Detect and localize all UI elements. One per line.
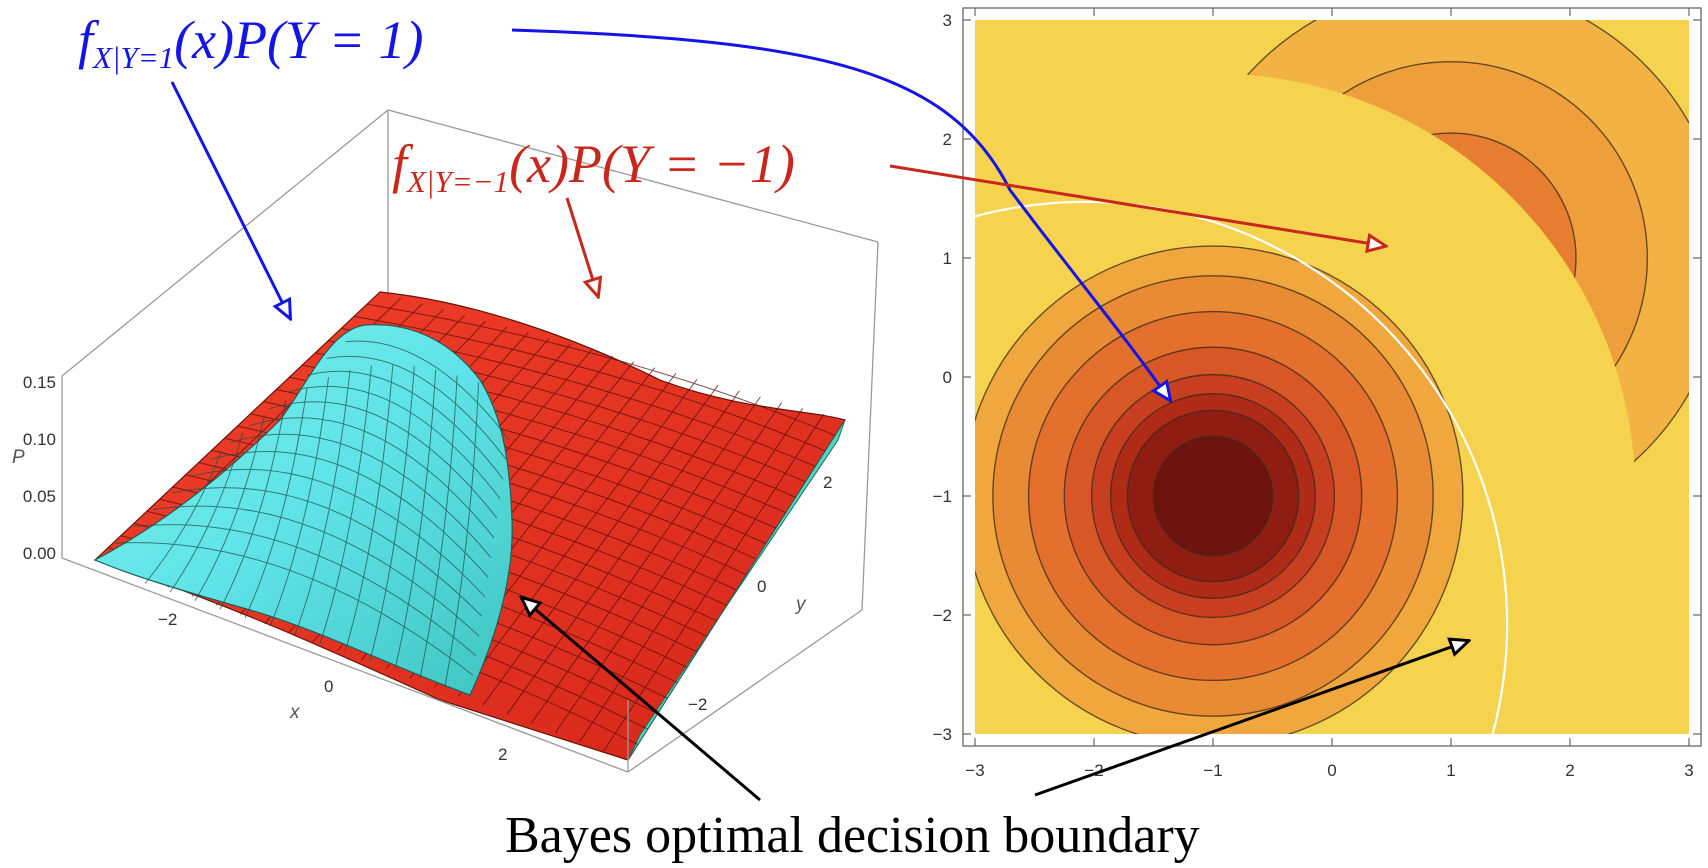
cyan-surface — [93, 324, 513, 696]
p-tick-label: 0.00 — [23, 544, 56, 563]
mesh-line — [345, 340, 510, 440]
mesh-line — [444, 382, 480, 687]
black-arrow-to-surface — [522, 598, 761, 802]
y-tick-label: 0 — [943, 368, 952, 387]
box-frame-back — [61, 109, 879, 611]
cyan-surface-mesh — [114, 340, 510, 687]
x-tick-label: 0 — [1327, 761, 1336, 780]
p-axis: 0.15 0.10 0.05 0.00 P — [12, 373, 56, 563]
mesh-line — [210, 451, 489, 578]
y-tick-label: −2 — [933, 606, 952, 625]
mesh-line — [366, 303, 836, 436]
y-tick-label: 0 — [757, 577, 766, 596]
y-axis-label: y — [794, 594, 807, 615]
y-tick-label: −2 — [688, 695, 707, 714]
red-density-label: fX|Y=−1(x)P(Y = −1) — [392, 134, 795, 199]
mesh-line — [579, 408, 804, 743]
y-tick-label: −1 — [933, 487, 952, 506]
red-arrow-to-surface — [565, 197, 598, 296]
mesh-line — [169, 432, 244, 593]
mesh-line — [191, 468, 486, 598]
y-tick-label: 1 — [943, 249, 952, 268]
p-axis-label: P — [12, 447, 25, 468]
mesh-line — [249, 417, 495, 539]
decision-boundary-caption: Bayes optimal decision boundary — [505, 807, 1200, 864]
class-minus-contours — [975, 245, 1464, 734]
x-tick-label: −1 — [1203, 761, 1222, 780]
mesh-line — [354, 315, 826, 452]
blue-arrow-to-contour — [511, 28, 1170, 400]
mesh-line — [194, 415, 265, 601]
contour-ring-negative — [1152, 435, 1274, 557]
y-axis-3d: 2 0 −2 y — [688, 473, 832, 714]
red-arrow-to-contour — [889, 164, 1385, 246]
mesh-line — [307, 370, 504, 480]
y-tick-label: −3 — [933, 725, 952, 744]
mesh-line — [394, 369, 437, 670]
mesh-line — [133, 524, 477, 657]
mesh-line — [219, 400, 287, 610]
x-tick-label: 1 — [1446, 761, 1455, 780]
annotations — [170, 28, 1468, 802]
x-axis-3d: −2 0 2 x — [158, 610, 507, 764]
p-tick-label: 0.10 — [23, 430, 56, 449]
blue-density-label: fX|Y=1(x)P(Y = 1) — [78, 10, 424, 75]
mesh-line — [369, 365, 415, 661]
y-tick-label: 2 — [943, 130, 952, 149]
x-axis-label: x — [289, 702, 301, 723]
x-tick-label: −2 — [158, 610, 177, 629]
mesh-line — [344, 364, 394, 653]
y-tick-label: 3 — [943, 11, 952, 30]
mesh-line — [229, 433, 492, 558]
p-tick-label: 0.05 — [23, 487, 56, 506]
blue-arrow-to-surface — [170, 81, 290, 318]
mesh-line — [458, 378, 698, 697]
mesh-line — [287, 385, 501, 499]
x-tick-label: 3 — [1684, 761, 1693, 780]
x-tick-label: 0 — [324, 677, 333, 696]
x-tick-label: 2 — [1565, 761, 1574, 780]
mesh-line — [268, 401, 498, 519]
mesh-line — [554, 402, 783, 734]
mesh-line — [244, 387, 308, 619]
black-arrow-to-contour — [1034, 641, 1468, 797]
mesh-line — [114, 542, 474, 676]
x-tick-label: −3 — [965, 761, 984, 780]
mesh-line — [603, 413, 825, 752]
mesh-line — [506, 390, 740, 715]
mesh-line — [530, 396, 761, 724]
mesh-line — [144, 450, 222, 584]
mesh-line — [319, 365, 372, 644]
y-tick-label: 2 — [823, 473, 832, 492]
surface-3d-plot: 0.15 0.10 0.05 0.00 P −2 0 2 x 2 0 −2 y — [12, 109, 879, 773]
mesh-line — [269, 377, 330, 627]
mesh-line — [419, 375, 458, 678]
x-tick-label: 2 — [498, 745, 507, 764]
box-frame-front — [61, 557, 863, 773]
mesh-line — [326, 355, 507, 460]
mesh-line — [294, 369, 351, 636]
p-tick-label: 0.15 — [23, 373, 56, 392]
mesh-line — [482, 384, 719, 706]
mesh-line — [172, 487, 483, 617]
